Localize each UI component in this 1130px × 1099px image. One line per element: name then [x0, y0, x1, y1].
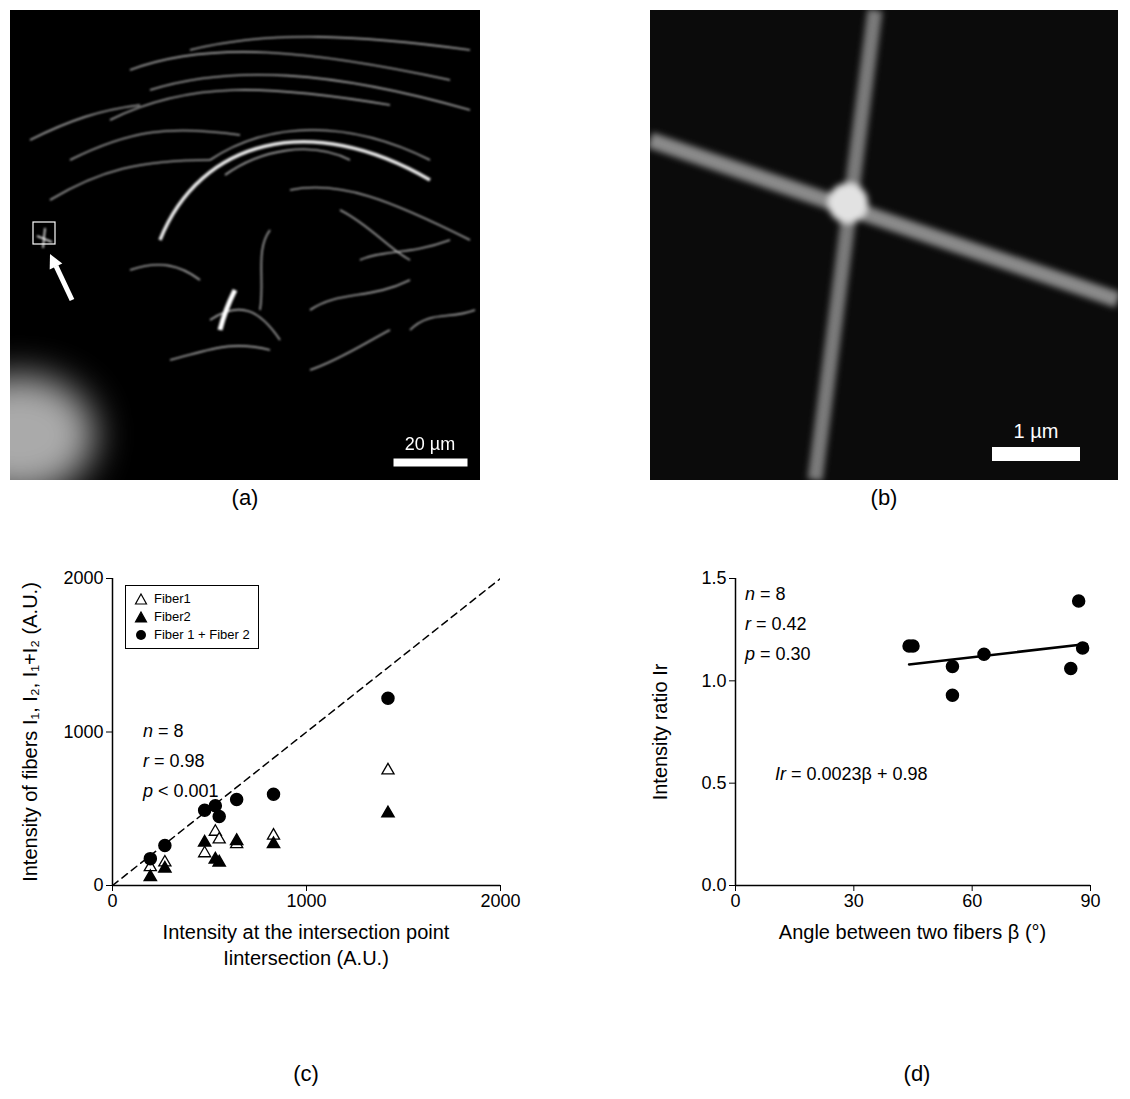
html-text:Intensity at the intersection: Intensity at the intersection point — [162, 921, 450, 943]
svg-text:0: 0 — [93, 875, 103, 895]
svg-text:2000: 2000 — [63, 568, 103, 588]
html-text:Angle between two fibers β (°): Angle between two fibers β (°) — [778, 921, 1047, 943]
html-text:(a): (a) — [231, 485, 259, 510]
svg-text:1.0: 1.0 — [701, 671, 726, 691]
svg-text:1 µm: 1 µm — [1014, 420, 1059, 442]
svg-text:90: 90 — [1080, 891, 1100, 911]
html-text:r = 0.42: r = 0.42 — [745, 614, 807, 634]
svg-text:0.0: 0.0 — [701, 875, 726, 895]
html-text:Ir = 0.0023β + 0.98: Ir = 0.0023β + 0.98 — [775, 764, 928, 784]
html-text:(d): (d) — [903, 1061, 931, 1086]
html-text:Fiber2: Fiber2 — [154, 609, 191, 624]
svg-text:0: 0 — [730, 891, 740, 911]
html-text:Intensity of fibers I₁, I₂, I₁: Intensity of fibers I₁, I₂, I₁+I₂ (A.U.) — [19, 581, 41, 882]
html-text:p < 0.001: p < 0.001 — [143, 781, 219, 801]
svg-text:0.5: 0.5 — [701, 773, 726, 793]
svg-text:2000: 2000 — [480, 891, 520, 911]
html-text:(b): (b) — [870, 485, 898, 510]
svg-text:60: 60 — [962, 891, 982, 911]
html-text:n = 8: n = 8 — [143, 721, 184, 741]
svg-text:1000: 1000 — [286, 891, 326, 911]
html-text:n = 8: n = 8 — [745, 584, 786, 604]
html-text:Iintersection (A.U.): Iintersection (A.U.) — [223, 947, 389, 969]
svg-text:30: 30 — [844, 891, 864, 911]
svg-text:1000: 1000 — [63, 722, 103, 742]
html-text:Fiber 1 + Fiber 2: Fiber 1 + Fiber 2 — [154, 627, 250, 642]
html-text:p = 0.30: p = 0.30 — [745, 644, 811, 664]
html-text:Intensity ratio Ir: Intensity ratio Ir — [649, 663, 671, 800]
html-text:(c): (c) — [293, 1061, 319, 1086]
svg-text:20 µm: 20 µm — [405, 434, 455, 454]
svg-text:1.5: 1.5 — [701, 568, 726, 588]
svg-text:0: 0 — [107, 891, 117, 911]
html-text:Fiber1: Fiber1 — [154, 591, 191, 606]
html-text:r = 0.98: r = 0.98 — [143, 751, 205, 771]
